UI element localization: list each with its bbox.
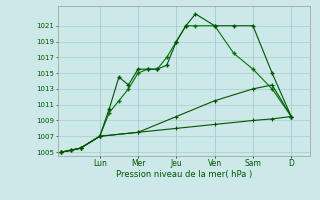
X-axis label: Pression niveau de la mer( hPa ): Pression niveau de la mer( hPa ) — [116, 170, 252, 179]
